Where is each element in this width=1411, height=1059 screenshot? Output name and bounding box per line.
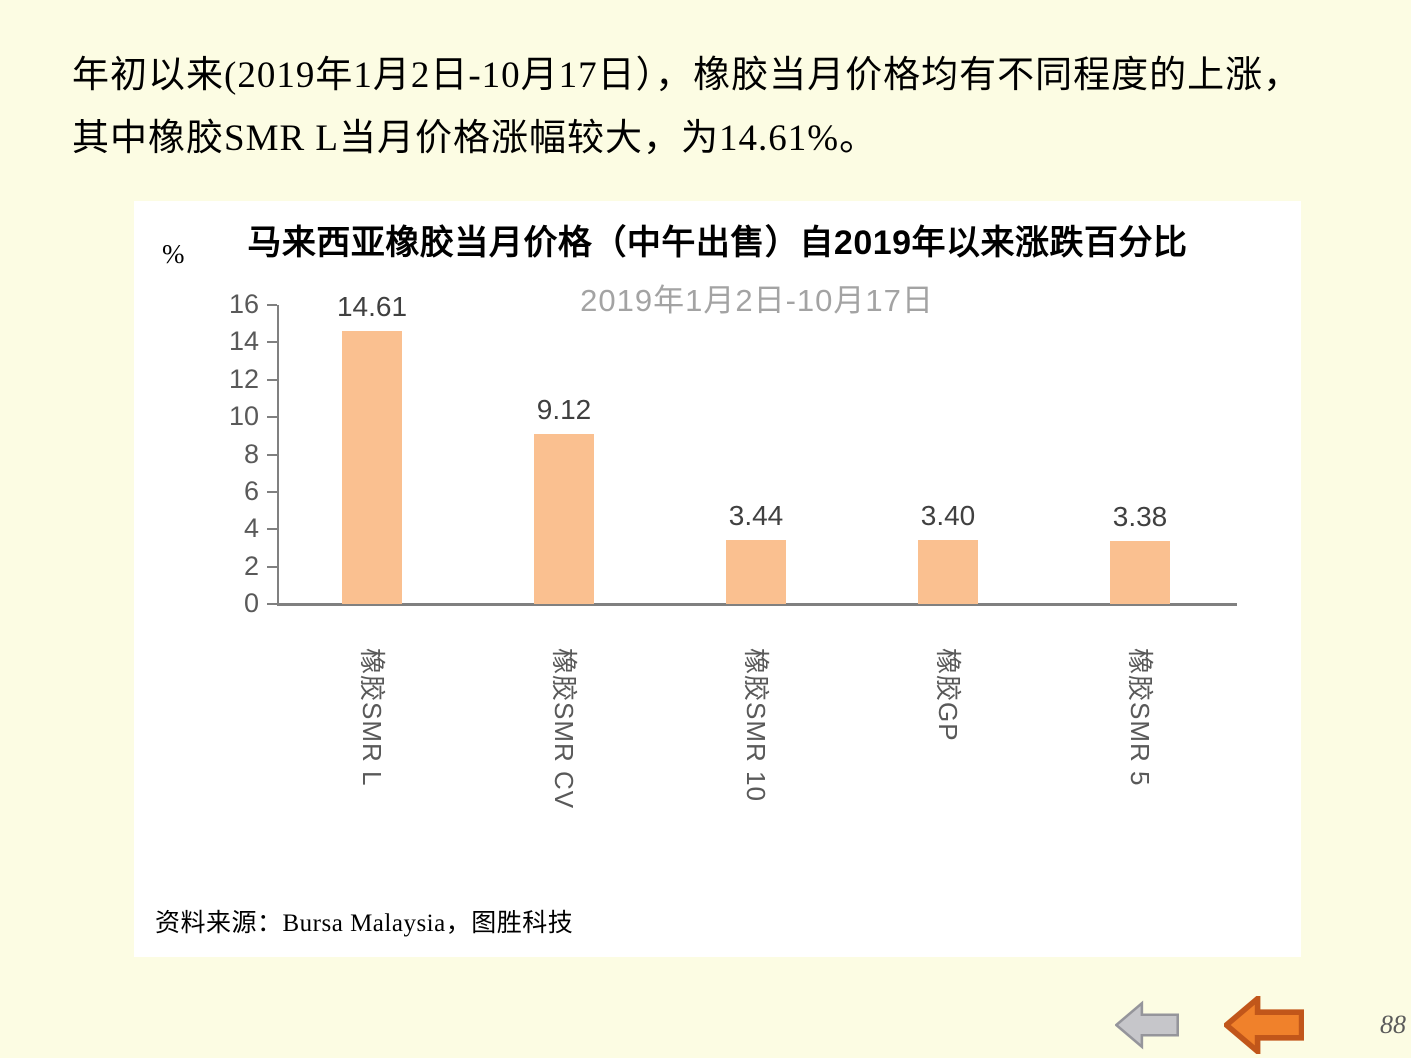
y-tick-label: 6 — [243, 475, 259, 506]
y-tick-mark — [267, 416, 277, 419]
category-label: 橡胶SMR L — [357, 648, 387, 787]
left-arrow-icon — [1222, 992, 1305, 1058]
chart-panel: 马来西亚橡胶当月价格（中午出售）自2019年以来涨跌百分比 % 2019年1月2… — [134, 201, 1301, 957]
y-tick-label: 16 — [228, 289, 259, 319]
y-tick-label: 8 — [243, 438, 259, 469]
y-tick-mark — [267, 490, 277, 493]
y-tick-label: 12 — [228, 363, 259, 394]
y-tick-mark — [267, 603, 277, 605]
y-tick-label: 0 — [243, 588, 259, 618]
intro-paragraph: 年初以来(2019年1月2日-10月17日），橡胶当月价格均有不同程度的上涨， … — [72, 44, 1382, 170]
bar-橡胶SMR CV — [534, 434, 594, 604]
y-tick-mark — [267, 341, 277, 344]
category-label: 橡胶SMR 10 — [741, 648, 771, 802]
category-label: 橡胶SMR 5 — [1125, 648, 1155, 787]
page-number: 88 — [1380, 1010, 1406, 1039]
value-label: 9.12 — [536, 394, 592, 425]
y-tick-mark — [267, 378, 277, 381]
bar-橡胶SMR 5 — [1110, 541, 1170, 604]
source-text: 资料来源：Bursa Malaysia，图胜科技 — [155, 910, 574, 937]
y-tick-label: 2 — [243, 550, 259, 581]
category-label: 橡胶SMR CV — [549, 648, 579, 810]
value-label: 14.61 — [336, 291, 408, 322]
y-tick-label: 4 — [243, 513, 259, 544]
bar-橡胶GP — [918, 540, 978, 604]
y-tick-label: 10 — [228, 401, 259, 432]
y-axis-unit-label: % — [162, 239, 185, 269]
y-tick-mark — [267, 304, 277, 306]
back-button-orange[interactable] — [1222, 992, 1305, 1058]
prev-slide-button-gray[interactable] — [1114, 1000, 1179, 1050]
value-label: 3.40 — [920, 500, 976, 531]
bar-橡胶SMR L — [342, 331, 402, 604]
y-tick-mark — [267, 565, 277, 568]
chart-title: 马来西亚橡胶当月价格（中午出售）自2019年以来涨跌百分比 — [247, 224, 1188, 262]
y-tick-label: 14 — [228, 326, 259, 357]
bar-橡胶SMR 10 — [726, 540, 786, 604]
intro-line-1: 年初以来(2019年1月2日-10月17日），橡胶当月价格均有不同程度的上涨， — [72, 55, 1302, 96]
left-arrow-icon — [1114, 1000, 1179, 1050]
y-tick-mark — [267, 453, 277, 456]
plot-area: 0 2 4 6 8 10 12 14 16 14.61 橡胶SMR L 9.12 橡胶SMR CV 3.4… — [134, 201, 1301, 957]
y-tick-mark — [267, 528, 277, 531]
value-label: 3.38 — [1112, 501, 1168, 532]
x-axis-line — [277, 603, 1237, 606]
category-label: 橡胶GP — [933, 648, 963, 742]
intro-line-2: 其中橡胶SMR L当月价格涨幅较大，为14.61%。 — [72, 118, 878, 159]
y-axis-line — [277, 305, 279, 606]
value-label: 3.44 — [728, 500, 784, 531]
chart-subtitle: 2019年1月2日-10月17日 — [580, 283, 934, 318]
